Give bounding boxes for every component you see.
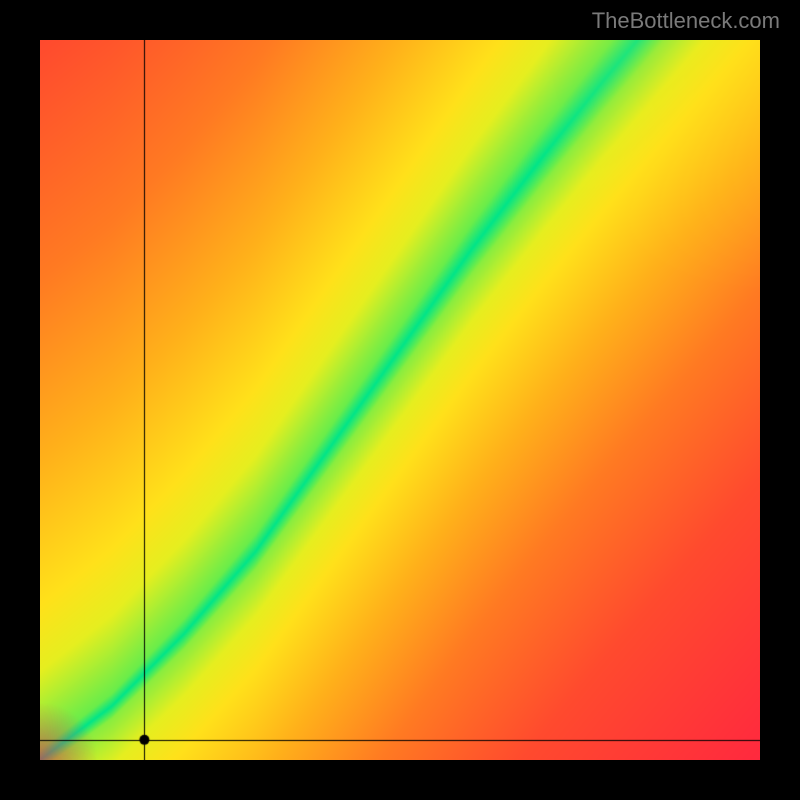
marker-overlay	[40, 40, 760, 760]
watermark-text: TheBottleneck.com	[592, 8, 780, 34]
